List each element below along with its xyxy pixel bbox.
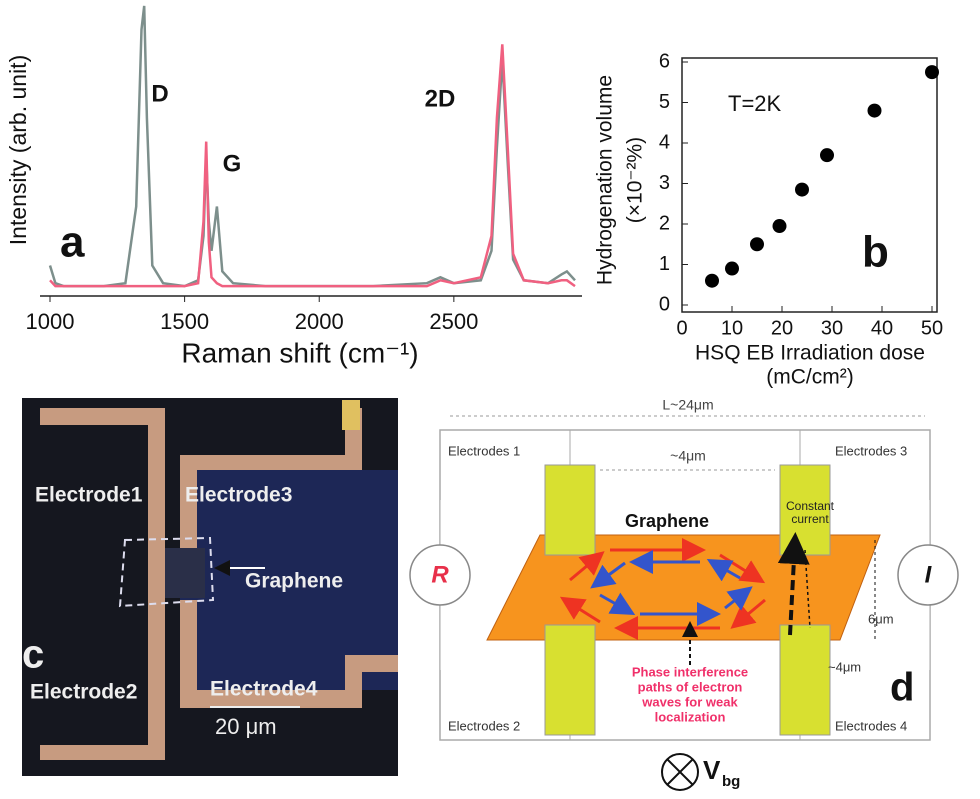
point	[820, 148, 834, 163]
current-arrow	[777, 532, 810, 636]
dimension-label: ~4μm	[670, 448, 706, 464]
electrode-label: Electrodes 4	[835, 718, 907, 733]
label: Electrode3	[185, 484, 292, 507]
dimension-label: ~4μm	[828, 659, 861, 674]
gate-subscript: bg	[722, 773, 740, 790]
y-tick-label: 3	[659, 172, 670, 194]
current-source	[897, 544, 959, 606]
y-tick-label: 4	[659, 131, 670, 153]
panel-label: c	[22, 633, 44, 677]
label: Electrode1	[35, 484, 143, 507]
diagram: L~24μm ~4μm R I Electrodes 1 Electrodes …	[409, 397, 959, 791]
current-note: Constant	[786, 499, 835, 513]
electrode-label: Electrodes 3	[835, 443, 907, 458]
y-axis-label: (×10⁻²%)	[624, 137, 647, 223]
graphene-flake	[165, 548, 205, 598]
resistor-label: R	[431, 561, 449, 588]
substrate	[180, 470, 398, 690]
graphene-label: Graphene	[625, 511, 709, 531]
path-arrow	[599, 592, 636, 615]
label: Electrode2	[30, 681, 137, 704]
electrode-label: Electrodes 1	[448, 443, 520, 458]
gate-label: V	[703, 755, 721, 785]
x-tick-label: 1500	[160, 309, 209, 334]
x-axis-label: Raman shift (cm⁻¹)	[181, 337, 418, 368]
point	[725, 261, 739, 276]
x-tick-label: 50	[921, 317, 943, 339]
x-tick-label: 2500	[429, 309, 478, 334]
point	[795, 182, 809, 197]
y-tick-label: 0	[659, 293, 670, 315]
peak-label: D	[151, 80, 168, 107]
caption: paths of electron	[638, 679, 743, 694]
electrode	[779, 624, 831, 736]
x-axis-label: HSQ EB Irradiation dose	[695, 342, 925, 365]
path-arrow	[724, 586, 753, 611]
x-tick-label: 30	[821, 317, 843, 339]
x-tick-label: 40	[871, 317, 893, 339]
point	[705, 273, 719, 288]
y-axis-label: Hydrogenation volume	[594, 75, 617, 285]
y-tick-label: 2	[659, 212, 670, 234]
label: Graphene	[245, 570, 343, 593]
dimension-label: 6μm	[868, 611, 894, 626]
current-arrow	[804, 549, 811, 629]
x-tick-label: 2000	[295, 309, 344, 334]
path-arrow	[559, 596, 601, 624]
x-tick-label: 10	[721, 317, 743, 339]
electrode	[40, 600, 165, 760]
path-arrow	[590, 561, 626, 589]
caption: localization	[655, 709, 726, 724]
graphene-outline	[118, 536, 215, 608]
current-label: I	[925, 561, 933, 588]
y-tick-label: 6	[659, 50, 670, 72]
path-arrow	[706, 559, 741, 582]
label: Electrode4	[210, 678, 318, 701]
peak-label: G	[223, 150, 242, 177]
panel-label: a	[60, 218, 85, 267]
resistor	[409, 544, 471, 606]
current-note: current	[791, 512, 829, 526]
point	[925, 65, 939, 80]
y-axis-label: Intensity (arb. unit)	[5, 55, 31, 245]
scale-label: 20 μm	[215, 714, 277, 739]
electrode	[40, 408, 165, 600]
plot-frame	[681, 57, 938, 313]
caption: waves for weak	[641, 694, 738, 709]
y-tick-label: 5	[659, 91, 670, 113]
annotation: T=2K	[728, 91, 782, 116]
x-axis-label: (mC/cm²)	[766, 366, 853, 389]
micrograph: Electrode1 Electrode3 Graphene Electrode…	[22, 398, 398, 776]
pad	[342, 400, 360, 430]
path-arrow	[730, 598, 766, 629]
x-tick-label: 1000	[26, 309, 75, 334]
point	[772, 219, 787, 234]
electrode	[544, 464, 596, 556]
point	[867, 103, 882, 118]
path-arrow	[569, 551, 605, 582]
caption: Phase interference	[632, 664, 748, 679]
dimension-label: L~24μm	[662, 397, 713, 413]
point	[750, 237, 764, 252]
electrode	[544, 624, 596, 736]
x-tick-label: 20	[771, 317, 793, 339]
y-tick-label: 1	[659, 253, 670, 275]
electrode-label: Electrodes 2	[448, 718, 520, 733]
peak-label: 2D	[425, 85, 456, 112]
gate-cross	[666, 758, 694, 786]
electrode	[180, 600, 398, 708]
spectrum	[49, 44, 576, 288]
x-tick-label: 0	[676, 317, 687, 339]
panel-label: d	[890, 666, 914, 710]
panel-label: b	[862, 228, 889, 277]
